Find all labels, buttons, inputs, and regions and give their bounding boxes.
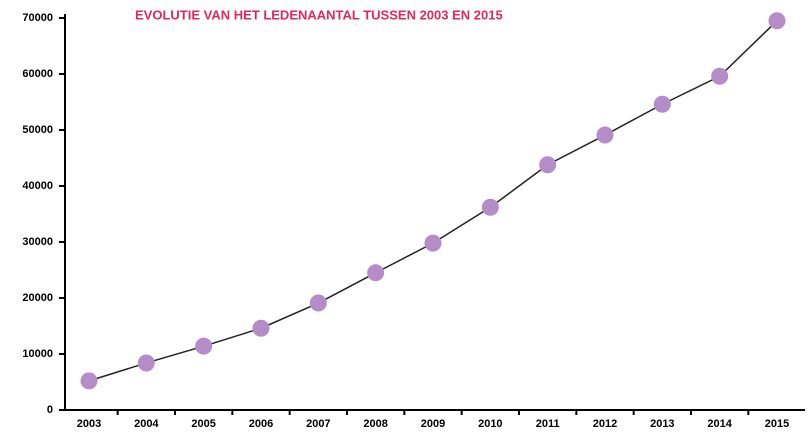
data-point [481,198,499,216]
y-tick-label: 50000 [22,124,53,136]
x-tick-label: 2012 [593,418,617,430]
x-tick-label: 2004 [134,418,159,430]
x-tick-label: 2009 [421,418,445,430]
x-tick-label: 2010 [478,418,502,430]
chart-title: EVOLUTIE VAN HET LEDENAANTAL TUSSEN 2003… [135,7,503,22]
x-tick-label: 2008 [363,418,387,430]
y-tick-label: 20000 [22,292,53,304]
x-tick-label: 2003 [77,418,101,430]
data-point [367,264,385,282]
x-tick-label: 2013 [650,418,674,430]
y-tick-label: 10000 [22,348,53,360]
x-tick-label: 2005 [191,418,215,430]
data-point [195,337,213,355]
data-point [711,67,729,85]
data-point [80,372,98,390]
y-tick-label: 70000 [22,12,53,24]
data-point [653,95,671,113]
y-tick-label: 0 [47,404,53,416]
data-point [768,12,786,30]
series-line [88,20,778,382]
x-tick-label: 2014 [707,418,732,430]
data-point [309,294,327,312]
data-point [137,354,155,372]
x-tick-label: 2007 [306,418,330,430]
data-point [596,126,614,144]
data-point [539,156,557,174]
x-tick-label: 2011 [536,418,560,430]
data-point [424,234,442,252]
y-tick-label: 30000 [22,236,53,248]
y-tick-label: 40000 [22,180,53,192]
x-tick-label: 2015 [765,418,789,430]
data-point [252,319,270,337]
y-tick-label: 60000 [22,68,53,80]
x-tick-label: 2006 [249,418,273,430]
